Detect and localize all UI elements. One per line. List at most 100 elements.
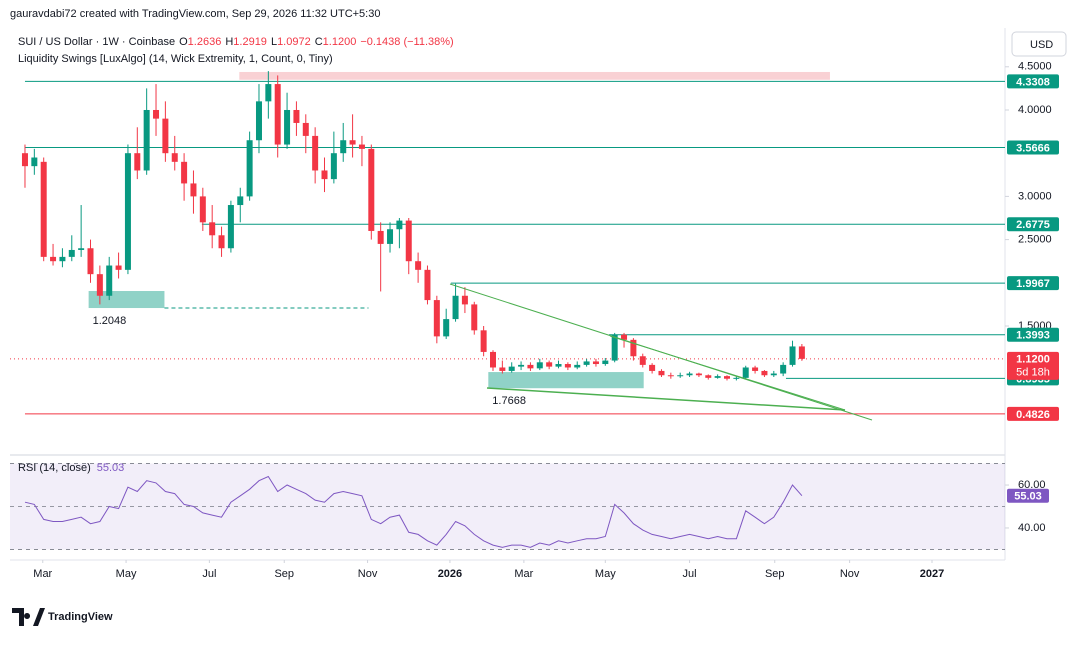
candle-body — [555, 364, 562, 367]
rsi-legend: RSI (14, close) 55.03 — [18, 462, 124, 474]
x-tick-label: Nov — [840, 568, 860, 580]
candle-body — [78, 248, 85, 250]
candle-body — [564, 364, 571, 368]
rsi-line — [24, 475, 803, 548]
x-tick-label: May — [595, 568, 616, 580]
level-label-box — [1007, 327, 1059, 342]
candle-body — [452, 295, 459, 320]
candle-body — [106, 265, 113, 296]
last-price-label: 1.1200 — [1016, 354, 1050, 366]
candle-body — [368, 148, 375, 231]
ohlc-value: 1.0972 — [277, 36, 311, 48]
candle-body — [480, 330, 487, 352]
candle-body — [143, 109, 150, 171]
level-label: 1.3993 — [1016, 330, 1050, 342]
candle-body — [396, 220, 403, 230]
candle-body — [181, 161, 188, 184]
y-tick-label: 3.0000 — [1018, 190, 1052, 202]
level-label-box — [1007, 217, 1059, 232]
level-label-box — [1007, 74, 1059, 89]
candle-body — [237, 196, 244, 206]
last-price-box — [1007, 351, 1059, 380]
symbol: SUI / US Dollar · 1W · Coinbase — [18, 36, 175, 48]
logo-text: TradingView — [48, 611, 113, 623]
candle-body — [321, 170, 328, 180]
candle-body — [162, 118, 169, 154]
candle-body — [667, 375, 674, 377]
level-label: 4.3308 — [1016, 76, 1050, 88]
y-tick-label: 4.5000 — [1018, 61, 1052, 73]
candle-body — [518, 364, 525, 367]
candle-body — [358, 144, 365, 149]
x-tick-label: Sep — [765, 568, 785, 580]
currency[interactable]: USD — [1030, 39, 1053, 51]
candle-body — [134, 153, 141, 171]
level-label-box — [1007, 140, 1059, 155]
candle-body — [789, 346, 796, 365]
y-tick-label: 4.0000 — [1018, 104, 1052, 116]
candle-body — [31, 157, 38, 167]
x-tick-label: 2026 — [438, 568, 462, 580]
candle-body — [733, 377, 740, 379]
countdown: 5d 18h — [1016, 367, 1050, 379]
candle-body — [761, 370, 768, 376]
candle-body — [50, 256, 57, 262]
candle-body — [246, 140, 253, 197]
candle-body — [59, 256, 66, 262]
candle-body — [330, 153, 337, 180]
currency-button[interactable] — [1011, 31, 1067, 57]
level-label: 3.5666 — [1016, 142, 1050, 154]
candle-body — [677, 375, 684, 377]
candle-body — [499, 367, 506, 371]
trendline — [486, 387, 846, 411]
level-label-box — [1007, 276, 1059, 291]
x-tick-label: Nov — [358, 568, 378, 580]
x-tick-label: 2027 — [920, 568, 944, 580]
rsi-value: 55.03 — [97, 462, 125, 474]
candle-body — [87, 248, 94, 275]
candle-body — [742, 367, 749, 378]
candle-body — [780, 364, 787, 374]
level-label: 2.6775 — [1016, 219, 1050, 231]
zone-label: 1.7668 — [492, 395, 526, 407]
candle-body — [574, 364, 581, 368]
candle-body — [96, 274, 103, 296]
candle-body — [461, 295, 468, 305]
candle-body — [387, 229, 394, 244]
candle-body — [265, 84, 272, 102]
candle-body — [199, 196, 206, 223]
x-tick-label: Mar — [514, 568, 533, 580]
candle-body — [658, 370, 665, 376]
candle-body — [443, 319, 450, 337]
candle-body — [405, 220, 412, 262]
liquidity-zone — [239, 71, 830, 80]
ohlc-key: O — [179, 36, 188, 48]
x-tick-label: Jul — [202, 568, 216, 580]
candle-body — [424, 269, 431, 301]
ohlc-value: 1.2636 — [188, 36, 222, 48]
trendline — [609, 335, 846, 411]
candle-body — [714, 376, 721, 378]
liquidity-zone — [488, 372, 644, 389]
candle-body — [798, 346, 805, 359]
candle-body — [153, 109, 160, 119]
candle-body — [349, 140, 356, 145]
candle-body — [770, 373, 777, 376]
candle-body — [68, 249, 75, 257]
candle-body — [284, 109, 291, 145]
candle-body — [527, 364, 534, 369]
candle-body — [274, 84, 281, 145]
logo-icon — [12, 608, 45, 626]
candle-body — [209, 222, 216, 236]
level-label: 1.9967 — [1016, 278, 1050, 290]
rsi-value-box — [1007, 488, 1049, 503]
ohlc-key: C — [315, 36, 323, 48]
change: −0.1438 (−11.38%) — [360, 36, 453, 48]
candle-body — [255, 101, 262, 141]
y-tick-label: 60.00 — [1018, 479, 1046, 491]
ohlc-key: L — [271, 36, 277, 48]
candle-body — [602, 360, 609, 365]
candle-body — [536, 362, 543, 369]
candle-body — [705, 375, 712, 378]
